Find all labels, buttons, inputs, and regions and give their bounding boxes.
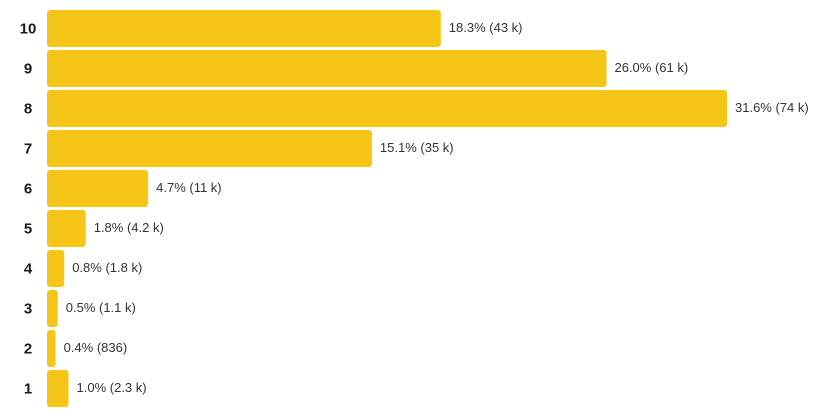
value-label: 18.3% (43 k) [449,20,523,35]
bar [47,50,607,87]
value-label: 0.8% (1.8 k) [72,260,142,275]
bar [47,90,727,127]
bar [47,10,441,47]
bar [47,330,56,367]
category-label: 3 [24,300,32,317]
category-label: 2 [24,340,32,357]
bar [47,210,86,247]
category-label: 1 [24,380,32,397]
category-label: 10 [20,20,37,37]
bar [47,170,149,207]
value-label: 1.8% (4.2 k) [94,220,164,235]
value-label: 0.5% (1.1 k) [66,300,136,315]
bar [47,250,65,287]
value-label: 31.6% (74 k) [735,100,809,115]
value-label: 4.7% (11 k) [156,180,222,195]
category-label: 4 [24,260,33,277]
value-label: 0.4% (836) [64,340,128,355]
value-label: 15.1% (35 k) [380,140,454,155]
category-label: 5 [24,220,32,237]
category-label: 8 [24,100,32,117]
bar [47,290,58,327]
value-label: 26.0% (61 k) [614,60,688,75]
category-label: 7 [24,140,32,157]
value-label: 1.0% (2.3 k) [77,380,147,395]
category-label: 6 [24,180,32,197]
bar [47,130,372,167]
bar [47,370,69,407]
category-label: 9 [24,60,32,77]
